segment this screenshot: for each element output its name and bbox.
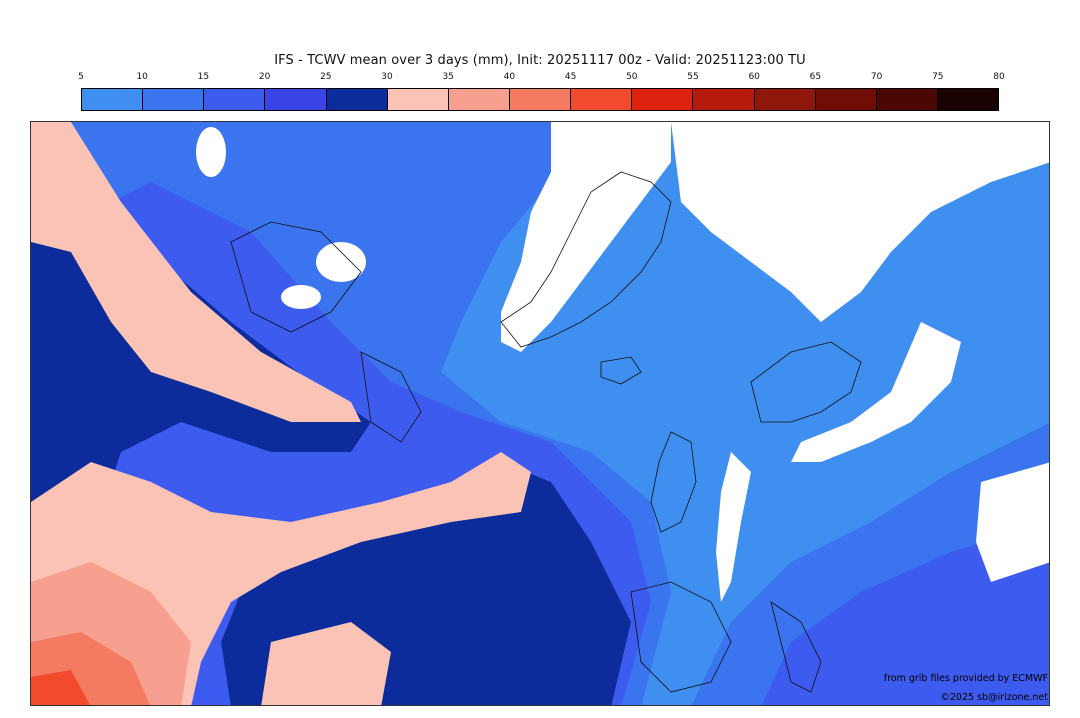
colorbar-swatch bbox=[326, 89, 388, 110]
colorbar-tick-label: 75 bbox=[932, 72, 944, 82]
data-source-credit: from grib files provided by ECMWF bbox=[883, 673, 1048, 684]
moisture-plume-west bbox=[31, 122, 361, 422]
greenland-dry-area bbox=[501, 122, 671, 352]
colorbar-swatch bbox=[204, 89, 266, 110]
weather-map[interactable] bbox=[30, 121, 1050, 706]
colorbar-swatch bbox=[82, 89, 144, 110]
colorbar-swatch bbox=[571, 89, 633, 110]
colorbar-swatch bbox=[876, 89, 938, 110]
colorbar-tick-label: 50 bbox=[626, 72, 638, 82]
scandinavia-dry-band bbox=[791, 322, 961, 462]
colorbar-swatch bbox=[937, 89, 999, 110]
colorbar-tick-label: 70 bbox=[870, 72, 883, 82]
colorbar-tick-label: 60 bbox=[748, 72, 760, 82]
coastlines bbox=[230, 171, 862, 693]
canada-dry-patch-1 bbox=[196, 127, 226, 177]
colorbar-swatch bbox=[815, 89, 877, 110]
colorbar-swatch bbox=[693, 89, 755, 110]
colorbar-tick-label: 5 bbox=[78, 72, 84, 82]
colorbar-tick-label: 25 bbox=[320, 72, 332, 82]
copyright-credit: ©2025 sb@irizone.net bbox=[940, 692, 1048, 703]
map-title: IFS - TCWV mean over 3 days (mm), Init: … bbox=[274, 53, 806, 68]
colorbar-tick-label: 35 bbox=[442, 72, 454, 82]
colorbar-tick-label: 15 bbox=[197, 72, 210, 82]
map-canvas bbox=[31, 122, 1049, 705]
colorbar-tick-label: 10 bbox=[136, 72, 148, 82]
colorbar-swatch bbox=[632, 89, 694, 110]
colorbar-swatch bbox=[509, 89, 572, 110]
colorbar-swatch bbox=[754, 89, 816, 110]
colorbar-swatch bbox=[265, 89, 327, 110]
colorbar-swatch bbox=[143, 89, 205, 110]
colorbar-tick-label: 55 bbox=[687, 72, 699, 82]
moisture-band-east-20 bbox=[761, 522, 1049, 705]
colorbar-tick-label: 30 bbox=[381, 72, 393, 82]
moisture-core-50 bbox=[31, 670, 90, 705]
colorbar-tick-label: 65 bbox=[809, 72, 822, 82]
canada-dry-patch-3 bbox=[281, 285, 321, 309]
colorbar-swatch bbox=[387, 89, 449, 110]
moisture-plume-south bbox=[261, 622, 391, 705]
colorbar-tick-label: 20 bbox=[258, 72, 271, 82]
arctic-dry-area bbox=[671, 122, 1049, 322]
east-dry-area bbox=[976, 462, 1049, 582]
colorbar-swatch bbox=[448, 89, 510, 110]
colorbar-tick-label: 40 bbox=[503, 72, 516, 82]
colorbar bbox=[81, 88, 999, 111]
canada-dry-patch-2 bbox=[316, 242, 366, 282]
colorbar-tick-label: 80 bbox=[993, 72, 1005, 82]
west-europe-dry-band bbox=[716, 452, 751, 602]
colorbar-tick-label: 45 bbox=[564, 72, 577, 82]
